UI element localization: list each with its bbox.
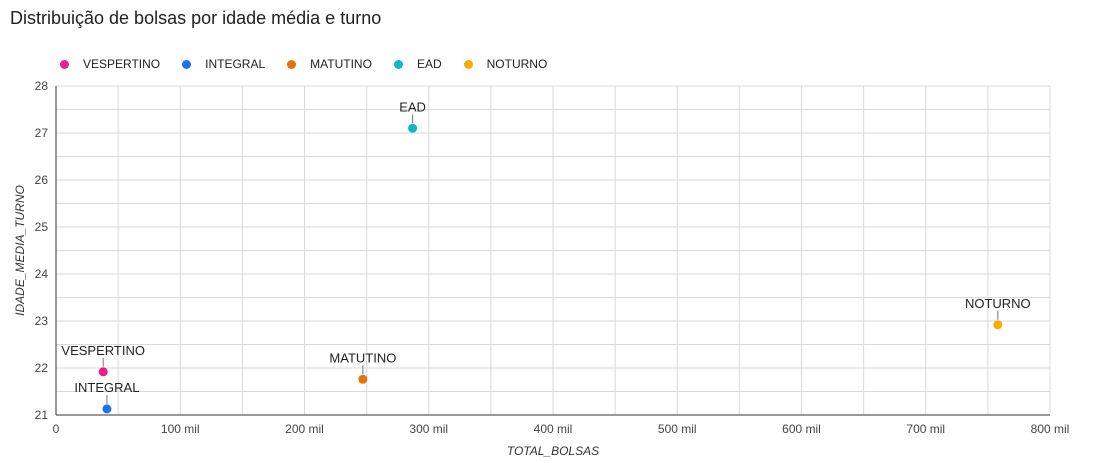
data-point[interactable] xyxy=(408,123,418,133)
y-tick-label: 26 xyxy=(35,173,49,187)
y-tick-label: 25 xyxy=(35,220,49,234)
x-tick-label: 600 mil xyxy=(782,422,821,436)
y-tick-label: 28 xyxy=(35,79,49,93)
x-tick-label: 0 xyxy=(53,422,60,436)
legend-marker xyxy=(287,59,297,69)
legend-item[interactable]: EAD xyxy=(393,57,442,71)
x-tick-label: 500 mil xyxy=(658,422,697,436)
chart-title: Distribuição de bolsas por idade média e… xyxy=(10,8,382,28)
legend-item[interactable]: INTEGRAL xyxy=(182,57,265,71)
legend-item[interactable]: NOTURNO xyxy=(463,57,548,71)
legend-label: INTEGRAL xyxy=(205,57,266,71)
x-tick-label: 300 mil xyxy=(409,422,448,436)
legend-marker xyxy=(463,59,473,69)
legend-marker xyxy=(60,59,69,69)
x-tick-label: 200 mil xyxy=(285,422,324,436)
legend-label: VESPERTINO xyxy=(83,57,161,71)
x-tick-label: 100 mil xyxy=(161,422,200,436)
data-label: MATUTINO xyxy=(329,350,396,365)
data-label: INTEGRAL xyxy=(74,380,139,395)
legend-label: EAD xyxy=(416,57,442,71)
data-label: EAD xyxy=(399,99,426,114)
data-label: VESPERTINO xyxy=(61,343,145,358)
data-point[interactable] xyxy=(358,374,368,384)
y-tick-label: 21 xyxy=(35,408,49,422)
y-tick-label: 22 xyxy=(35,361,49,375)
legend-label: MATUTINO xyxy=(310,57,372,71)
y-tick-label: 24 xyxy=(35,267,49,281)
y-tick-label: 23 xyxy=(35,314,49,328)
x-tick-label: 400 mil xyxy=(534,422,573,436)
x-tick-label: 800 mil xyxy=(1031,422,1070,436)
x-tick-label: 700 mil xyxy=(906,422,945,436)
legend-label: NOTURNO xyxy=(486,57,548,71)
chart-legend: VESPERTINO INTEGRAL MATUTINO EAD NOTURNO xyxy=(60,56,569,72)
legend-marker xyxy=(393,59,403,69)
legend-item[interactable]: MATUTINO xyxy=(287,57,372,71)
legend-item[interactable]: VESPERTINO xyxy=(60,57,160,71)
data-point[interactable] xyxy=(102,404,112,414)
data-label: NOTURNO xyxy=(965,296,1031,311)
data-point[interactable] xyxy=(993,320,1003,330)
y-tick-label: 27 xyxy=(35,126,49,140)
y-axis-title: IDADE_MEDIA_TURNO xyxy=(13,185,27,316)
data-point[interactable] xyxy=(98,367,108,377)
legend-marker xyxy=(182,59,192,69)
x-axis-title: TOTAL_BOLSAS xyxy=(507,444,599,458)
